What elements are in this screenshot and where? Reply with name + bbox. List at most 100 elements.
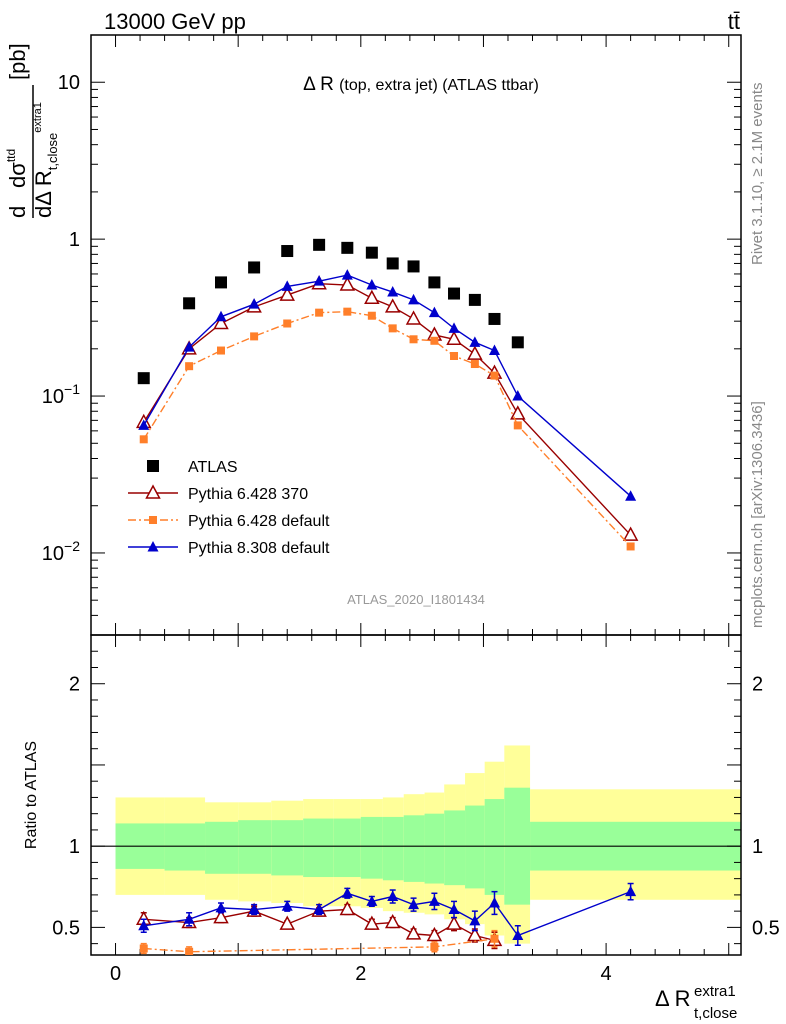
data-point bbox=[248, 298, 260, 309]
data-point bbox=[490, 371, 499, 380]
data-point bbox=[215, 276, 227, 289]
data-point bbox=[513, 421, 522, 430]
data-point bbox=[450, 351, 459, 360]
data-point bbox=[467, 345, 483, 360]
uncertainty-band-green bbox=[382, 816, 404, 881]
data-point bbox=[139, 435, 148, 444]
data-point bbox=[468, 293, 481, 306]
data-point bbox=[409, 335, 418, 344]
legend-marker bbox=[147, 541, 159, 552]
data-point bbox=[313, 275, 325, 286]
ratio-point bbox=[248, 903, 260, 915]
data-point bbox=[386, 257, 399, 270]
ratio-point bbox=[279, 915, 295, 930]
data-point bbox=[250, 332, 259, 341]
ratio-point bbox=[448, 903, 460, 915]
uncertainty-band-green bbox=[333, 818, 361, 878]
uncertainty-band-green bbox=[484, 799, 505, 895]
data-point bbox=[185, 362, 194, 371]
legend-marker bbox=[149, 516, 157, 524]
main-ylabel: d dσttd dΔ Rt,closeextra1 [pb] bbox=[4, 43, 60, 218]
ratio-point bbox=[490, 934, 499, 943]
ratio-plot: 0 2 4 0.5 0.5 1 1 2 2 bbox=[52, 634, 780, 985]
y-tick-label: 1 bbox=[69, 836, 80, 858]
ratio-point bbox=[512, 929, 524, 941]
series-line bbox=[143, 282, 632, 536]
x-axis-label: Δ R t,close extra1 bbox=[655, 983, 737, 1022]
ratio-series-group bbox=[135, 882, 637, 955]
data-point bbox=[341, 241, 354, 254]
uncertainty-band-green bbox=[205, 821, 239, 874]
uncertainty-band-green bbox=[403, 815, 425, 882]
header-collision-label: 13000 GeV pp bbox=[104, 9, 246, 34]
header-process-label: tt̄ bbox=[728, 9, 740, 34]
data-point bbox=[388, 324, 397, 333]
data-point bbox=[341, 269, 353, 280]
uncertainty-band-green bbox=[424, 813, 445, 884]
legend-label: Pythia 6.428 default bbox=[188, 513, 330, 530]
legend: ATLAS Pythia 6.428 370 Pythia 6.428 defaul… bbox=[128, 459, 330, 557]
ratio-point bbox=[139, 944, 148, 953]
y-tick-label: 10−1 bbox=[42, 381, 80, 408]
x-tick-label: 4 bbox=[601, 963, 612, 985]
data-point bbox=[281, 245, 294, 258]
data-point bbox=[625, 490, 637, 501]
data-point bbox=[387, 286, 399, 297]
data-point bbox=[313, 238, 326, 251]
data-point bbox=[343, 307, 352, 316]
ratio-point bbox=[428, 895, 440, 906]
y-tick-label-right: 0.5 bbox=[752, 917, 780, 939]
data-point bbox=[366, 279, 378, 290]
y-tick-label-right: 2 bbox=[752, 674, 763, 696]
ratio-ylabel: Ratio to ATLAS bbox=[23, 741, 40, 849]
data-point bbox=[367, 311, 376, 320]
data-point bbox=[248, 261, 261, 274]
ratio-point bbox=[426, 926, 443, 942]
data-point bbox=[622, 526, 639, 541]
ratio-point bbox=[387, 890, 399, 902]
ratio-point bbox=[408, 898, 420, 910]
ratio-point bbox=[430, 942, 439, 951]
data-point bbox=[183, 297, 196, 310]
y-tick-label: 0.5 bbox=[52, 917, 80, 939]
data-point bbox=[488, 312, 501, 325]
y-tick-label: 1 bbox=[69, 229, 80, 251]
svg-text:d: d bbox=[5, 206, 30, 218]
data-point bbox=[281, 280, 293, 291]
ratio-point bbox=[183, 913, 195, 924]
y-tick-label: 10−2 bbox=[42, 538, 80, 565]
data-point bbox=[215, 310, 227, 322]
svg-text:Δ R: Δ R bbox=[655, 986, 690, 1011]
data-point bbox=[470, 360, 479, 369]
svg-text:t,close: t,close bbox=[694, 1005, 737, 1022]
data-point bbox=[339, 276, 356, 291]
data-point bbox=[428, 276, 441, 289]
svg-text:[pb]: [pb] bbox=[5, 43, 30, 80]
uncertainty-band-green bbox=[238, 820, 272, 874]
ratio-point bbox=[339, 900, 356, 916]
ratio-point bbox=[215, 901, 227, 913]
x-tick-label: 0 bbox=[110, 963, 121, 985]
ratio-point bbox=[138, 919, 150, 931]
data-point bbox=[448, 287, 461, 300]
main-title: Δ R (top, extra jet) (ATLAS ttbar) bbox=[303, 74, 539, 95]
legend-label: Pythia 6.428 370 bbox=[188, 486, 308, 503]
svg-text:dσttd: dσttd bbox=[4, 149, 30, 188]
ratio-point bbox=[625, 885, 637, 897]
data-point bbox=[407, 260, 420, 273]
data-point bbox=[138, 419, 150, 430]
ratio-frame bbox=[90, 634, 742, 956]
uncertainty-band-green bbox=[303, 818, 334, 878]
uncertainty-band-green bbox=[360, 816, 383, 879]
data-point bbox=[428, 306, 440, 318]
data-point bbox=[183, 341, 195, 352]
y-tick-exponent: −2 bbox=[64, 538, 80, 554]
data-point bbox=[384, 298, 401, 313]
svg-text:dΔ Rt,closeextra1: dΔ Rt,closeextra1 bbox=[31, 102, 60, 218]
ratio-point bbox=[467, 926, 483, 942]
legend-marker bbox=[145, 484, 161, 499]
data-point bbox=[626, 542, 635, 551]
mcplots-label: mcplots.cern.ch [arXiv:1306.3436] bbox=[749, 401, 766, 628]
legend-label: Pythia 8.308 default bbox=[188, 540, 330, 557]
